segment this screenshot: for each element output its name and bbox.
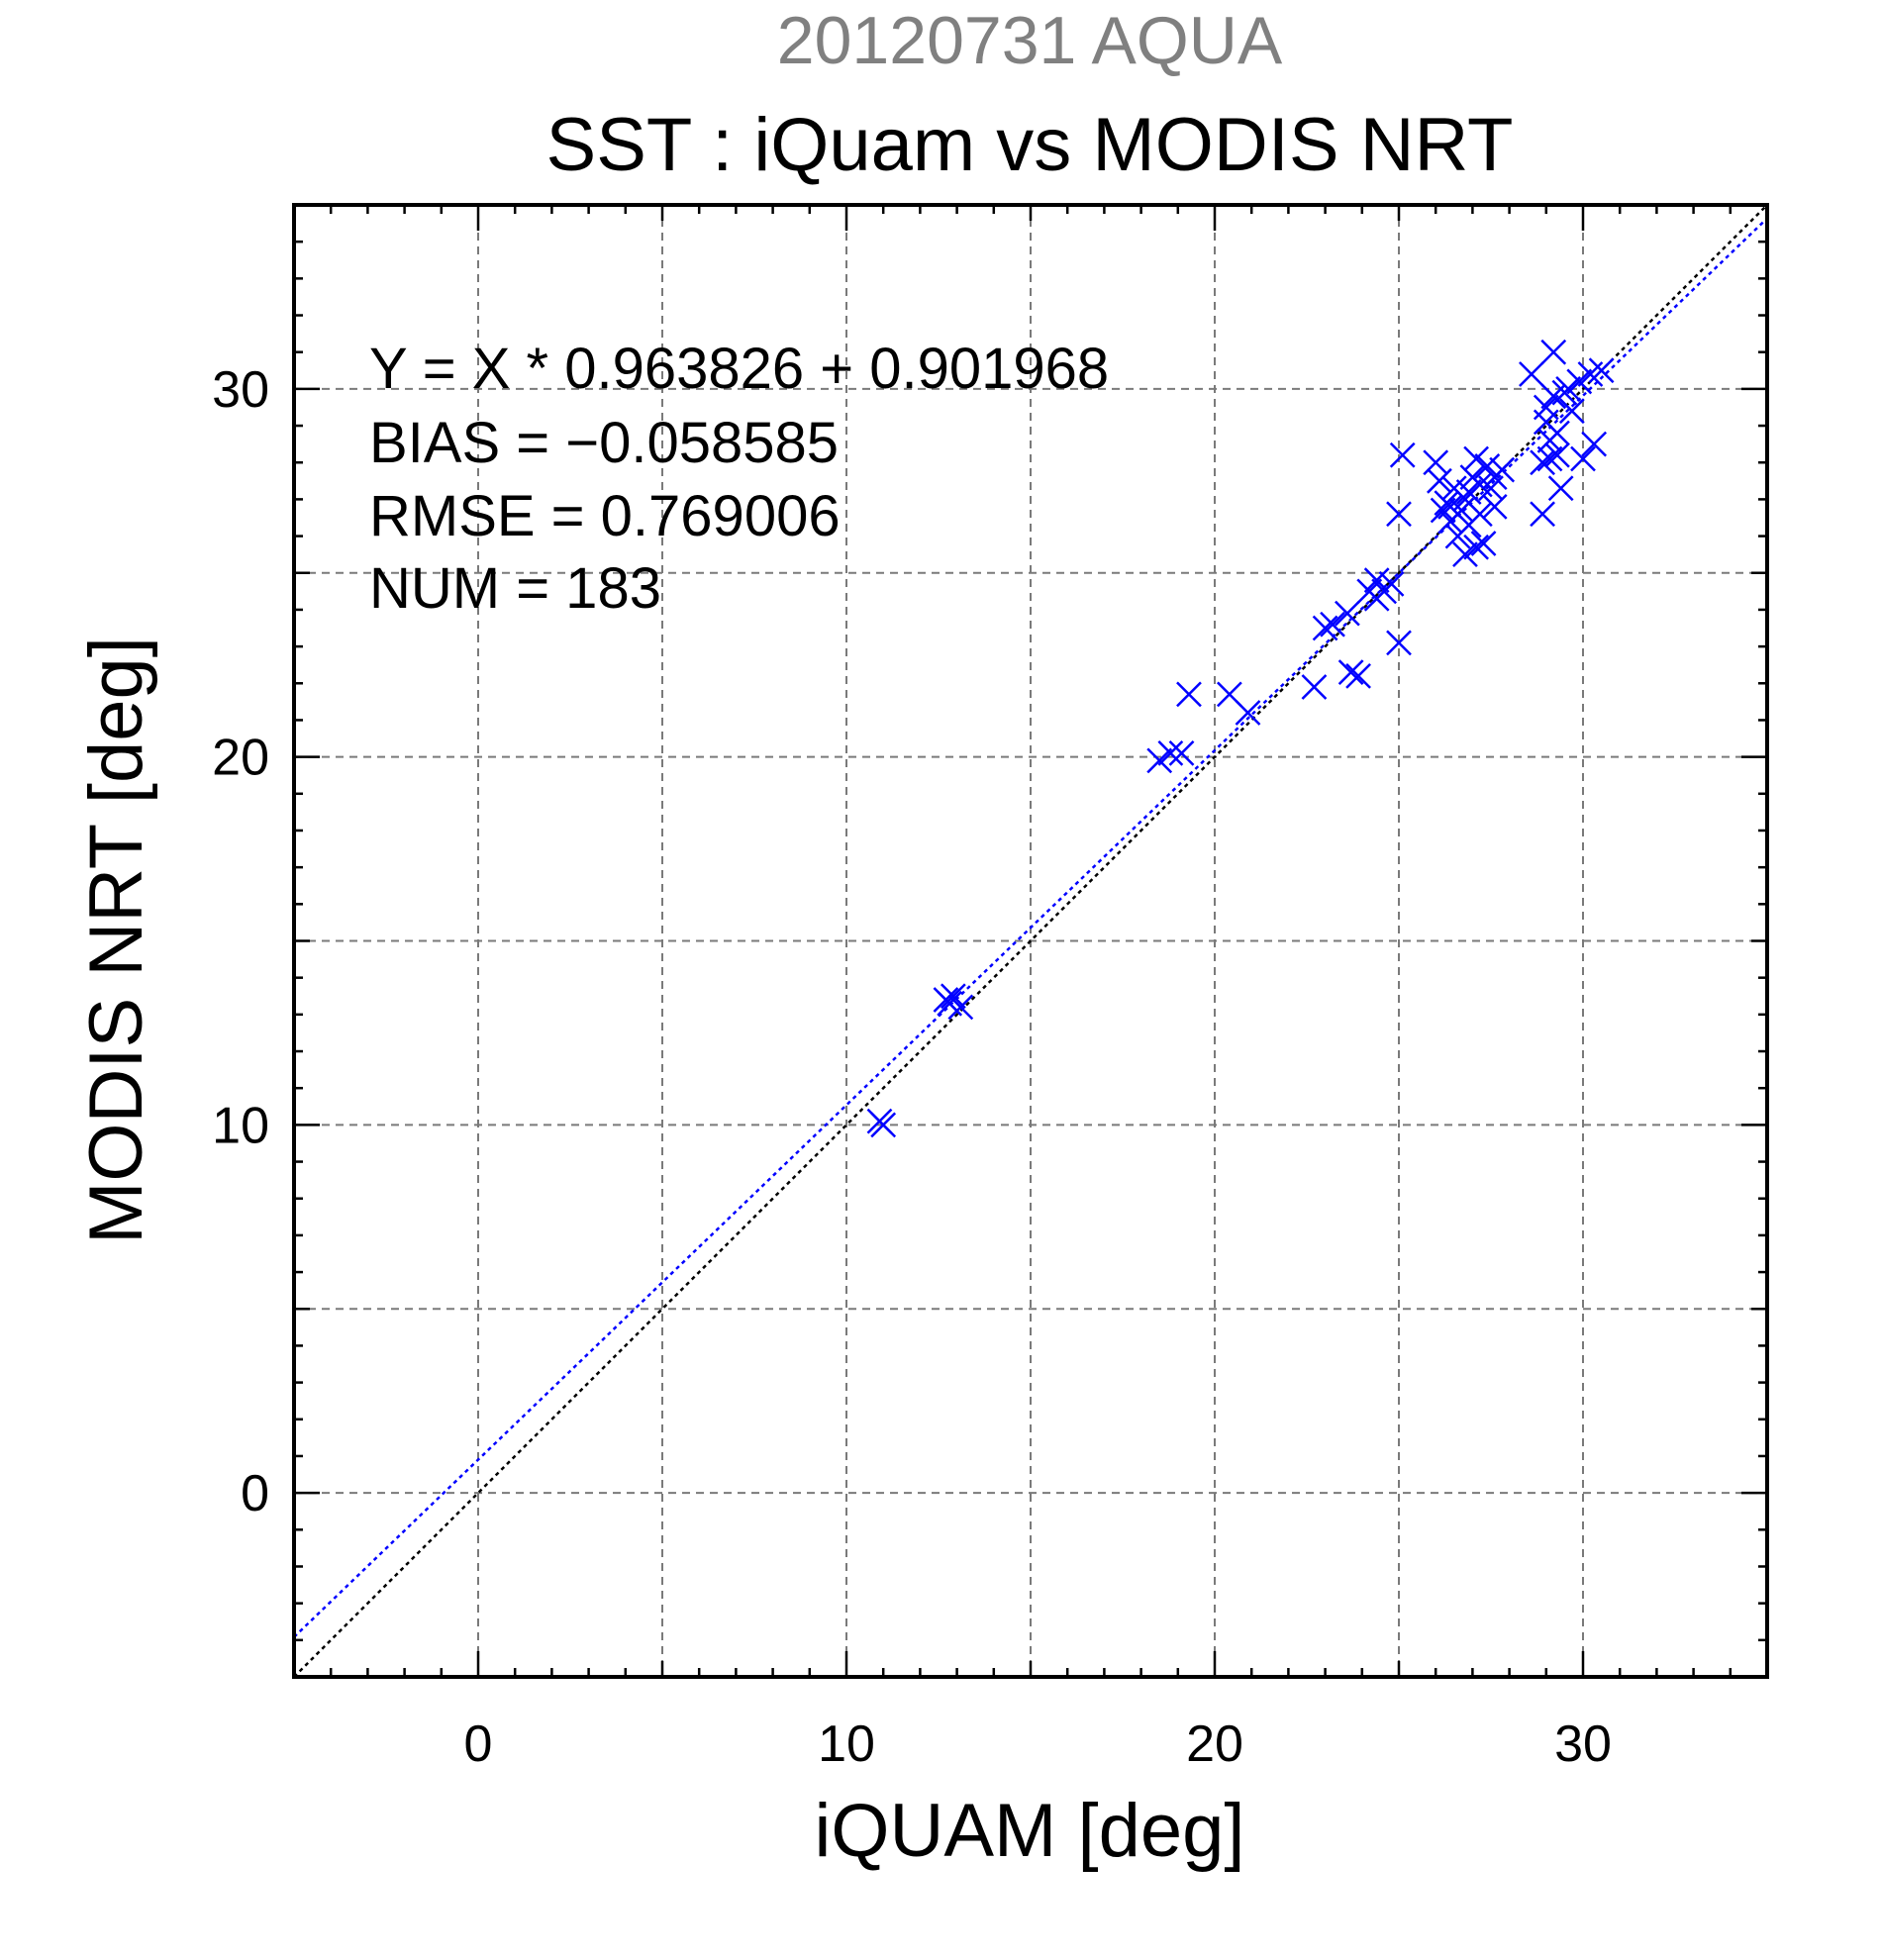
data-point [1335,600,1360,627]
x-tick-label: 30 [1554,1715,1612,1773]
chart-date-title: 20120731 AQUA [777,3,1283,78]
data-point [1363,567,1390,594]
x-tick-label: 10 [818,1715,875,1773]
data-point [1558,398,1585,425]
y-axis-label: MODIS NRT [deg] [74,637,158,1244]
chart-title: SST : iQuam vs MODIS NRT [546,103,1514,187]
x-tick-label: 0 [464,1715,493,1773]
tick-labels: 0 10 20 30 0 10 20 30 [212,361,1612,1773]
data-point [1345,662,1371,689]
y-tick-label: 20 [212,730,269,787]
reference-line-regression [293,217,1768,1638]
data-point [937,990,963,1017]
data-point [1389,441,1416,468]
data-point [1337,659,1364,686]
data-point [1533,394,1559,421]
reference-lines [293,204,1768,1678]
data-point [1481,464,1508,490]
data-point [1536,445,1563,472]
data-point [1386,630,1412,656]
data-point [1466,471,1493,498]
bias-stat: BIAS = −0.058585 [369,411,839,475]
data-point [1235,700,1261,726]
data-point [1320,611,1345,637]
data-point [1519,361,1544,387]
data-point [1312,615,1338,641]
data-points [866,339,1615,1138]
data-point [1168,740,1195,766]
y-tick-label: 10 [212,1097,269,1154]
data-point [1437,493,1463,520]
y-tick-label: 30 [212,361,269,419]
y-tick-label: 0 [241,1465,269,1522]
data-point [1176,681,1202,708]
data-point [1455,479,1482,505]
data-point [1544,420,1570,446]
data-point [1555,375,1582,402]
data-point [1386,501,1412,528]
plot-frame [292,203,1769,1679]
data-point [1301,674,1328,700]
data-point [1423,449,1449,476]
data-point [1363,585,1390,612]
regression-equation: Y = X * 0.963826 + 0.901968 [369,337,1109,401]
data-point [1463,534,1490,560]
rmse-stat: RMSE = 0.769006 [369,484,841,548]
data-point [1570,445,1596,472]
data-point [1430,497,1456,524]
data-point [1474,453,1501,479]
data-point [1547,475,1574,502]
data-point [1581,431,1608,457]
data-point [1566,368,1593,395]
data-point [1588,357,1615,384]
data-point [940,983,966,1010]
data-point [1530,501,1555,528]
data-point [1540,339,1567,365]
data-point [1481,493,1508,520]
data-point [1470,531,1497,556]
data-point [1427,467,1452,494]
num-stat: NUM = 183 [369,556,661,621]
data-point [1146,747,1173,774]
x-tick-label: 20 [1186,1715,1243,1773]
reference-line-1-1 [293,204,1768,1678]
data-point [870,1112,897,1138]
x-axis-label: iQUAM [deg] [814,1789,1244,1873]
data-point [1157,740,1184,766]
data-point [1530,449,1555,476]
data-point [1452,541,1478,568]
data-point [1544,441,1570,468]
